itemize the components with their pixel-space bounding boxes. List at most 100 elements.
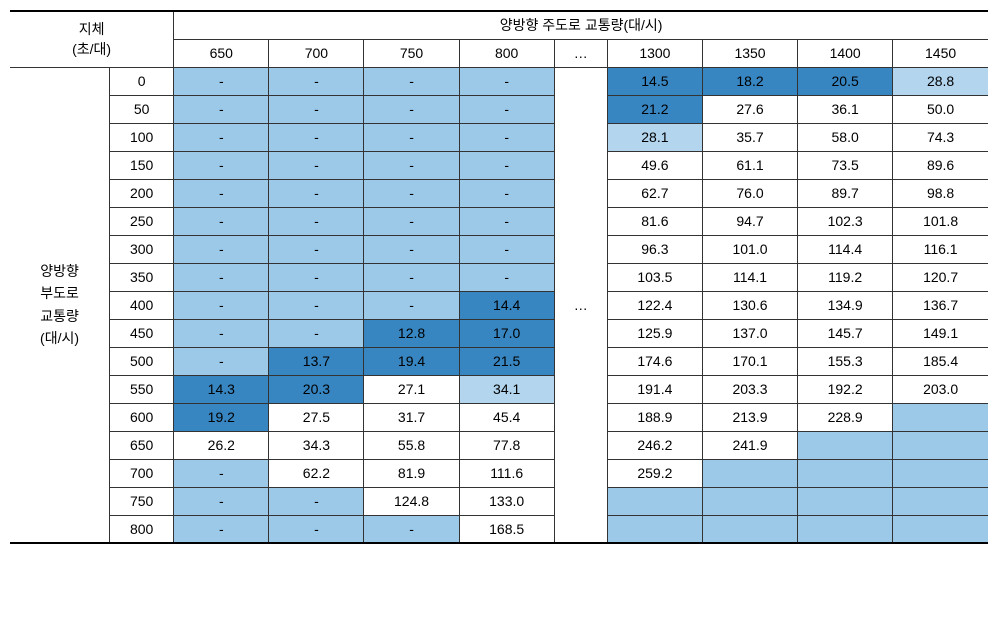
data-cell: - (174, 67, 269, 95)
data-cell: 136.7 (893, 291, 988, 319)
row-label: 450 (110, 319, 174, 347)
data-cell: 62.2 (269, 459, 364, 487)
data-cell (702, 487, 797, 515)
data-cell: 19.4 (364, 347, 459, 375)
data-cell: - (459, 207, 554, 235)
data-cell: - (269, 67, 364, 95)
data-cell: - (269, 235, 364, 263)
data-cell: - (269, 179, 364, 207)
data-cell: 149.1 (893, 319, 988, 347)
data-cell: - (364, 179, 459, 207)
data-cell: 27.6 (702, 95, 797, 123)
data-cell: 27.1 (364, 375, 459, 403)
data-cell: 31.7 (364, 403, 459, 431)
data-cell: 130.6 (702, 291, 797, 319)
col-header-1300: 1300 (607, 39, 702, 67)
traffic-delay-table: 지체 (초/대) 양방향 주도로 교통량(대/시) 650 700 750 80… (10, 10, 988, 544)
data-cell: - (174, 179, 269, 207)
data-cell: 89.7 (798, 179, 893, 207)
col-header-ellipsis: … (554, 39, 607, 67)
col-header-750: 750 (364, 39, 459, 67)
row-label: 200 (110, 179, 174, 207)
data-cell: 89.6 (893, 151, 988, 179)
data-cell: 50.0 (893, 95, 988, 123)
row-header-l3: 교통량 (40, 308, 79, 324)
row-label: 550 (110, 375, 174, 403)
data-cell: 119.2 (798, 263, 893, 291)
data-cell: - (269, 319, 364, 347)
data-cell: 103.5 (607, 263, 702, 291)
header-delay-line1: 지체 (79, 21, 105, 37)
col-header-650: 650 (174, 39, 269, 67)
data-cell: 174.6 (607, 347, 702, 375)
data-cell: - (174, 235, 269, 263)
data-cell: 96.3 (607, 235, 702, 263)
data-cell: - (459, 67, 554, 95)
row-label: 800 (110, 515, 174, 543)
data-cell: 168.5 (459, 515, 554, 543)
data-cell: - (364, 207, 459, 235)
data-cell: - (364, 123, 459, 151)
data-cell: - (459, 95, 554, 123)
data-cell (798, 459, 893, 487)
data-cell: 77.8 (459, 431, 554, 459)
data-cell: 137.0 (702, 319, 797, 347)
data-cell: 134.9 (798, 291, 893, 319)
data-cell: 101.0 (702, 235, 797, 263)
data-cell: - (269, 95, 364, 123)
data-cell: - (269, 487, 364, 515)
row-label: 250 (110, 207, 174, 235)
data-cell: - (459, 179, 554, 207)
row-label: 150 (110, 151, 174, 179)
data-cell (893, 431, 988, 459)
data-cell: 81.9 (364, 459, 459, 487)
row-label: 50 (110, 95, 174, 123)
data-cell: 203.3 (702, 375, 797, 403)
data-cell: - (174, 291, 269, 319)
data-cell: 120.7 (893, 263, 988, 291)
data-cell: 14.3 (174, 375, 269, 403)
row-label: 750 (110, 487, 174, 515)
data-cell: 125.9 (607, 319, 702, 347)
data-cell: 21.2 (607, 95, 702, 123)
data-cell: - (269, 207, 364, 235)
data-cell: 241.9 (702, 431, 797, 459)
data-cell: - (174, 459, 269, 487)
col-header-800: 800 (459, 39, 554, 67)
data-cell: 98.8 (893, 179, 988, 207)
data-cell: - (269, 291, 364, 319)
data-cell: 35.7 (702, 123, 797, 151)
data-cell: 36.1 (798, 95, 893, 123)
col-header-1450: 1450 (893, 39, 988, 67)
data-cell: 28.1 (607, 123, 702, 151)
data-cell: - (459, 235, 554, 263)
row-label: 100 (110, 123, 174, 151)
data-cell: - (364, 291, 459, 319)
data-cell: - (364, 95, 459, 123)
row-label: 350 (110, 263, 174, 291)
data-cell: 61.1 (702, 151, 797, 179)
data-cell: - (174, 263, 269, 291)
data-cell: 101.8 (893, 207, 988, 235)
data-cell (893, 403, 988, 431)
data-cell: 114.1 (702, 263, 797, 291)
main-column-header: 양방향 주도로 교통량(대/시) (174, 11, 988, 39)
data-cell (798, 431, 893, 459)
data-cell: 124.8 (364, 487, 459, 515)
data-cell: - (174, 515, 269, 543)
data-cell: 34.3 (269, 431, 364, 459)
data-cell: 14.5 (607, 67, 702, 95)
data-cell: 188.9 (607, 403, 702, 431)
data-cell: - (174, 319, 269, 347)
data-cell: - (174, 347, 269, 375)
data-cell (893, 459, 988, 487)
data-cell: 114.4 (798, 235, 893, 263)
data-cell: 74.3 (893, 123, 988, 151)
data-cell: - (459, 263, 554, 291)
data-cell: 116.1 (893, 235, 988, 263)
data-cell: - (364, 151, 459, 179)
data-cell: 76.0 (702, 179, 797, 207)
row-header-l2: 부도로 (40, 285, 79, 301)
data-cell: 19.2 (174, 403, 269, 431)
data-cell: - (174, 95, 269, 123)
